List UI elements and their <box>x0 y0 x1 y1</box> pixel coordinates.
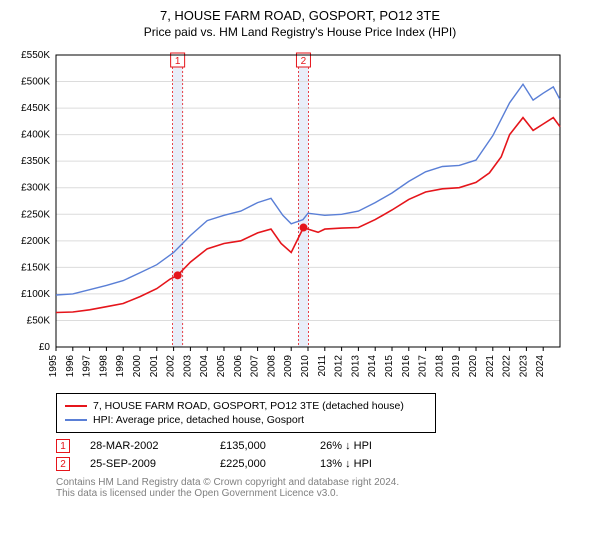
legend-row: 7, HOUSE FARM ROAD, GOSPORT, PO12 3TE (d… <box>65 400 427 412</box>
svg-text:2010: 2010 <box>300 355 311 378</box>
svg-text:£0: £0 <box>39 342 51 353</box>
svg-text:2002: 2002 <box>166 355 177 378</box>
svg-text:2008: 2008 <box>266 355 277 378</box>
svg-text:£250K: £250K <box>21 209 50 220</box>
svg-text:2011: 2011 <box>317 355 328 377</box>
svg-text:£400K: £400K <box>21 130 50 141</box>
event-date: 28-MAR-2002 <box>90 440 200 452</box>
svg-text:2014: 2014 <box>367 355 378 378</box>
svg-text:2007: 2007 <box>250 355 261 378</box>
svg-text:£50K: £50K <box>27 315 51 326</box>
page-subtitle: Price paid vs. HM Land Registry's House … <box>8 25 592 39</box>
svg-text:1997: 1997 <box>82 355 93 378</box>
event-price: £225,000 <box>220 458 300 470</box>
svg-text:2022: 2022 <box>502 355 513 378</box>
legend-swatch <box>65 419 87 421</box>
svg-text:2004: 2004 <box>199 355 210 378</box>
event-delta: 13% ↓ HPI <box>320 458 372 470</box>
svg-text:£200K: £200K <box>21 236 50 247</box>
svg-text:2023: 2023 <box>518 355 529 378</box>
svg-text:2000: 2000 <box>132 355 143 378</box>
svg-text:£100K: £100K <box>21 289 50 300</box>
event-date: 25-SEP-2009 <box>90 458 200 470</box>
legend-label: HPI: Average price, detached house, Gosp… <box>93 414 304 426</box>
svg-text:2: 2 <box>301 56 307 67</box>
legend-row: HPI: Average price, detached house, Gosp… <box>65 414 427 426</box>
svg-text:1998: 1998 <box>98 355 109 378</box>
svg-text:2019: 2019 <box>451 355 462 378</box>
event-price: £135,000 <box>220 440 300 452</box>
event-delta: 26% ↓ HPI <box>320 440 372 452</box>
footer-line: Contains HM Land Registry data © Crown c… <box>56 477 592 488</box>
svg-text:£500K: £500K <box>21 77 50 88</box>
event-marker-icon: 2 <box>56 457 70 471</box>
svg-text:2003: 2003 <box>182 355 193 378</box>
svg-text:2020: 2020 <box>468 355 479 378</box>
svg-text:1996: 1996 <box>65 355 76 378</box>
svg-text:2016: 2016 <box>401 355 412 378</box>
svg-text:£150K: £150K <box>21 262 50 273</box>
svg-text:£550K: £550K <box>21 50 50 61</box>
svg-text:£450K: £450K <box>21 103 50 114</box>
svg-text:2012: 2012 <box>334 355 345 378</box>
legend-swatch <box>65 405 87 407</box>
svg-text:2005: 2005 <box>216 355 227 378</box>
svg-text:2015: 2015 <box>384 355 395 378</box>
svg-text:2018: 2018 <box>434 355 445 378</box>
event-marker-icon: 1 <box>56 439 70 453</box>
svg-text:1999: 1999 <box>115 355 126 378</box>
event-table: 1 28-MAR-2002 £135,000 26% ↓ HPI 2 25-SE… <box>56 439 592 471</box>
svg-text:2001: 2001 <box>149 355 160 378</box>
svg-text:2013: 2013 <box>350 355 361 378</box>
svg-text:2009: 2009 <box>283 355 294 378</box>
svg-text:2006: 2006 <box>233 355 244 378</box>
legend-label: 7, HOUSE FARM ROAD, GOSPORT, PO12 3TE (d… <box>93 400 404 412</box>
svg-text:£300K: £300K <box>21 183 50 194</box>
event-row: 2 25-SEP-2009 £225,000 13% ↓ HPI <box>56 457 592 471</box>
svg-text:1: 1 <box>175 56 181 67</box>
footer-line: This data is licensed under the Open Gov… <box>56 488 592 499</box>
svg-text:£350K: £350K <box>21 156 50 167</box>
page-title: 7, HOUSE FARM ROAD, GOSPORT, PO12 3TE <box>8 8 592 23</box>
footer: Contains HM Land Registry data © Crown c… <box>56 477 592 499</box>
svg-text:2021: 2021 <box>485 355 496 378</box>
chart-svg: 1 2 £0 £50K £100K £150K £200K £250K £300K £350K £4… <box>8 47 568 387</box>
legend: 7, HOUSE FARM ROAD, GOSPORT, PO12 3TE (d… <box>56 393 436 433</box>
svg-text:1995: 1995 <box>48 355 59 378</box>
event-row: 1 28-MAR-2002 £135,000 26% ↓ HPI <box>56 439 592 453</box>
price-chart: 1 2 £0 £50K £100K £150K £200K £250K £300K £350K £4… <box>8 47 592 387</box>
svg-text:2017: 2017 <box>418 355 429 378</box>
svg-text:2024: 2024 <box>535 355 546 378</box>
